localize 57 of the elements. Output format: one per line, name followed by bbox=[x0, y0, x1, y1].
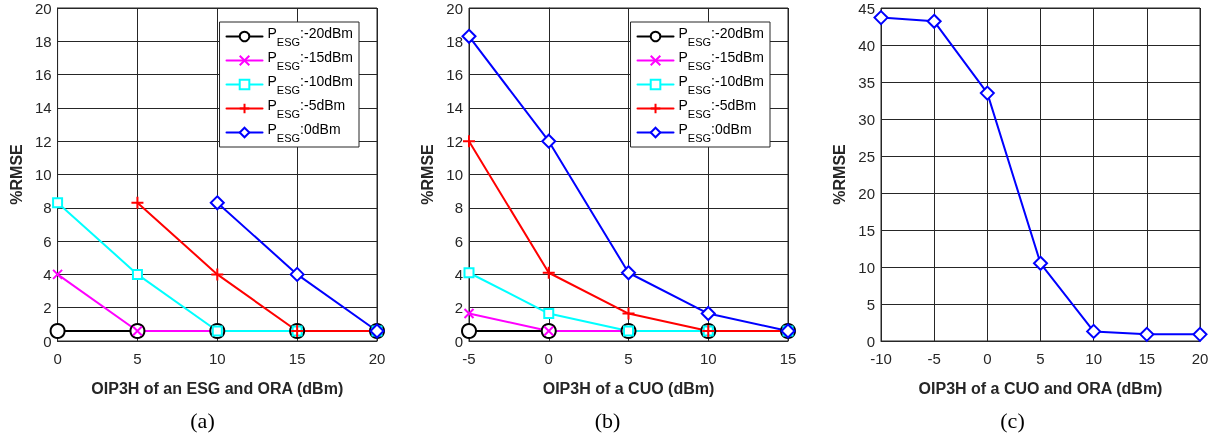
y-tick-label: 12 bbox=[34, 132, 52, 150]
y-tick-label: 5 bbox=[866, 295, 875, 313]
x-tick-label: 15 bbox=[288, 350, 306, 367]
y-tick-label: 16 bbox=[34, 66, 52, 84]
y-tick-label: 18 bbox=[446, 32, 463, 50]
y-tick-label: 10 bbox=[858, 258, 875, 276]
x-tick-label: 20 bbox=[1191, 350, 1209, 367]
y-tick-label: 15 bbox=[858, 221, 875, 239]
y-tick-label: 30 bbox=[858, 110, 875, 128]
y-tick-label: 45 bbox=[858, 0, 875, 17]
y-tick-label: 6 bbox=[43, 232, 52, 250]
y-axis-title: %RMSE bbox=[418, 143, 436, 205]
x-tick-label: 15 bbox=[1138, 350, 1156, 367]
y-tick-label: 4 bbox=[43, 265, 52, 283]
y-tick-label: 8 bbox=[454, 199, 463, 217]
x-axis-title: OIP3H of a CUO and ORA (dBm) bbox=[918, 379, 1163, 397]
y-tick-label: 4 bbox=[454, 265, 463, 283]
y-tick-label: 20 bbox=[858, 184, 875, 202]
text: (b) bbox=[594, 407, 621, 433]
x-tick-label: 10 bbox=[208, 350, 226, 367]
x-tick-label: -5 bbox=[927, 350, 941, 367]
y-tick-label: 14 bbox=[34, 99, 52, 117]
y-axis-title: %RMSE bbox=[830, 143, 848, 205]
y-tick-label: 40 bbox=[858, 36, 875, 54]
x-tick-label: 10 bbox=[1085, 350, 1103, 367]
text: (c) bbox=[1000, 407, 1025, 433]
text: (a) bbox=[190, 407, 215, 433]
x-tick-label: -10 bbox=[870, 350, 892, 367]
y-tick-label: 16 bbox=[446, 66, 463, 84]
x-tick-label: 5 bbox=[624, 350, 633, 367]
y-tick-label: 2 bbox=[454, 299, 463, 317]
x-tick-label: 5 bbox=[1036, 350, 1045, 367]
y-tick-label: 10 bbox=[34, 166, 52, 183]
x-axis-title: OIP3H of an ESG and ORA (dBm) bbox=[91, 379, 344, 397]
x-tick-label: 5 bbox=[133, 350, 142, 367]
x-axis-title: OIP3H of a CUO (dBm) bbox=[542, 379, 715, 397]
y-tick-label: 8 bbox=[43, 199, 52, 217]
y-tick-label: 0 bbox=[866, 332, 875, 350]
x-tick-label: 20 bbox=[368, 350, 386, 367]
y-tick-label: 12 bbox=[446, 132, 463, 150]
x-tick-label: 10 bbox=[699, 350, 717, 367]
y-axis-title: %RMSE bbox=[7, 143, 25, 205]
x-tick-label: 0 bbox=[983, 350, 992, 367]
y-tick-label: 6 bbox=[454, 232, 463, 250]
x-tick-label: -5 bbox=[462, 350, 476, 367]
y-tick-label: 0 bbox=[454, 332, 463, 350]
y-tick-label: 20 bbox=[446, 0, 463, 17]
y-tick-label: 35 bbox=[858, 73, 875, 91]
y-tick-label: 20 bbox=[34, 0, 52, 17]
y-tick-label: 14 bbox=[446, 99, 463, 117]
x-tick-label: 0 bbox=[544, 350, 553, 367]
y-tick-label: 0 bbox=[43, 332, 52, 350]
y-tick-label: 2 bbox=[43, 299, 52, 317]
y-tick-label: 25 bbox=[858, 147, 875, 165]
x-tick-label: 15 bbox=[779, 350, 797, 367]
y-tick-label: 18 bbox=[34, 32, 52, 50]
y-tick-label: 10 bbox=[446, 166, 463, 183]
